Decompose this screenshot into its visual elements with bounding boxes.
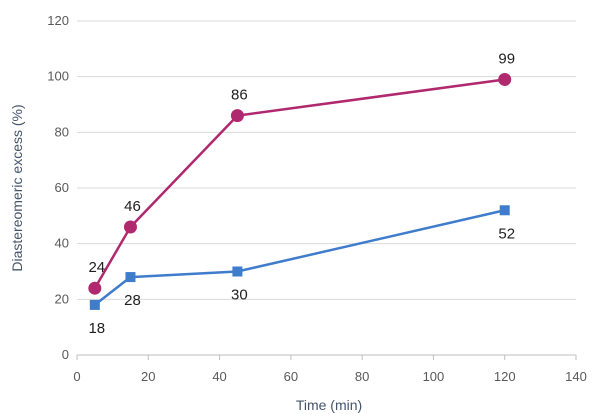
series-1-data-label-1: 28 bbox=[124, 292, 141, 309]
series-1-point-3 bbox=[499, 205, 510, 216]
series-0-point-2 bbox=[230, 109, 244, 123]
data-labels: 24 46 86 99 18 28 30 52 bbox=[88, 50, 515, 336]
tick-labels: 0 20 40 60 80 100 120 0 20 40 60 80 100 120 140 bbox=[47, 13, 587, 384]
series-0-point-0 bbox=[88, 281, 102, 295]
y-tick-label-60: 60 bbox=[55, 180, 69, 195]
series-1-point-1 bbox=[125, 272, 136, 283]
series-0-data-label-3: 99 bbox=[498, 50, 515, 67]
y-tick-label-0: 0 bbox=[62, 347, 69, 362]
series-1-data-label-0: 18 bbox=[88, 320, 105, 337]
x-tick-label-0: 0 bbox=[73, 369, 80, 384]
series-0-point-3 bbox=[498, 72, 512, 86]
series-1-point-0 bbox=[89, 299, 100, 310]
x-tick-label-120: 120 bbox=[494, 369, 516, 384]
x-tick-label-100: 100 bbox=[423, 369, 445, 384]
x-tick-label-140: 140 bbox=[565, 369, 587, 384]
x-tick-label-80: 80 bbox=[355, 369, 369, 384]
series-0-data-label-2: 86 bbox=[231, 87, 248, 104]
y-tick-label-120: 120 bbox=[47, 13, 69, 28]
series-1-point-2 bbox=[232, 266, 243, 277]
x-axis-title: Time (min) bbox=[296, 397, 362, 413]
x-tick-label-40: 40 bbox=[212, 369, 226, 384]
y-tick-label-40: 40 bbox=[55, 236, 69, 251]
x-tick-label-60: 60 bbox=[284, 369, 298, 384]
x-tick-label-20: 20 bbox=[141, 369, 155, 384]
series-1-data-label-3: 52 bbox=[498, 225, 515, 242]
series-0-data-label-1: 46 bbox=[124, 198, 141, 215]
y-tick-label-80: 80 bbox=[55, 124, 69, 139]
y-tick-label-100: 100 bbox=[47, 69, 69, 84]
gridlines bbox=[77, 20, 576, 300]
series-0-data-label-0: 24 bbox=[88, 259, 105, 276]
series-0-point-1 bbox=[123, 220, 137, 234]
y-tick-label-20: 20 bbox=[55, 291, 69, 306]
series-1-line bbox=[94, 209, 505, 306]
series-0-line bbox=[93, 78, 505, 289]
axes bbox=[76, 354, 577, 360]
y-axis-title: Diastereomeric excess (%) bbox=[9, 104, 25, 271]
series-1-data-label-2: 30 bbox=[231, 287, 248, 304]
series-group bbox=[88, 72, 512, 310]
